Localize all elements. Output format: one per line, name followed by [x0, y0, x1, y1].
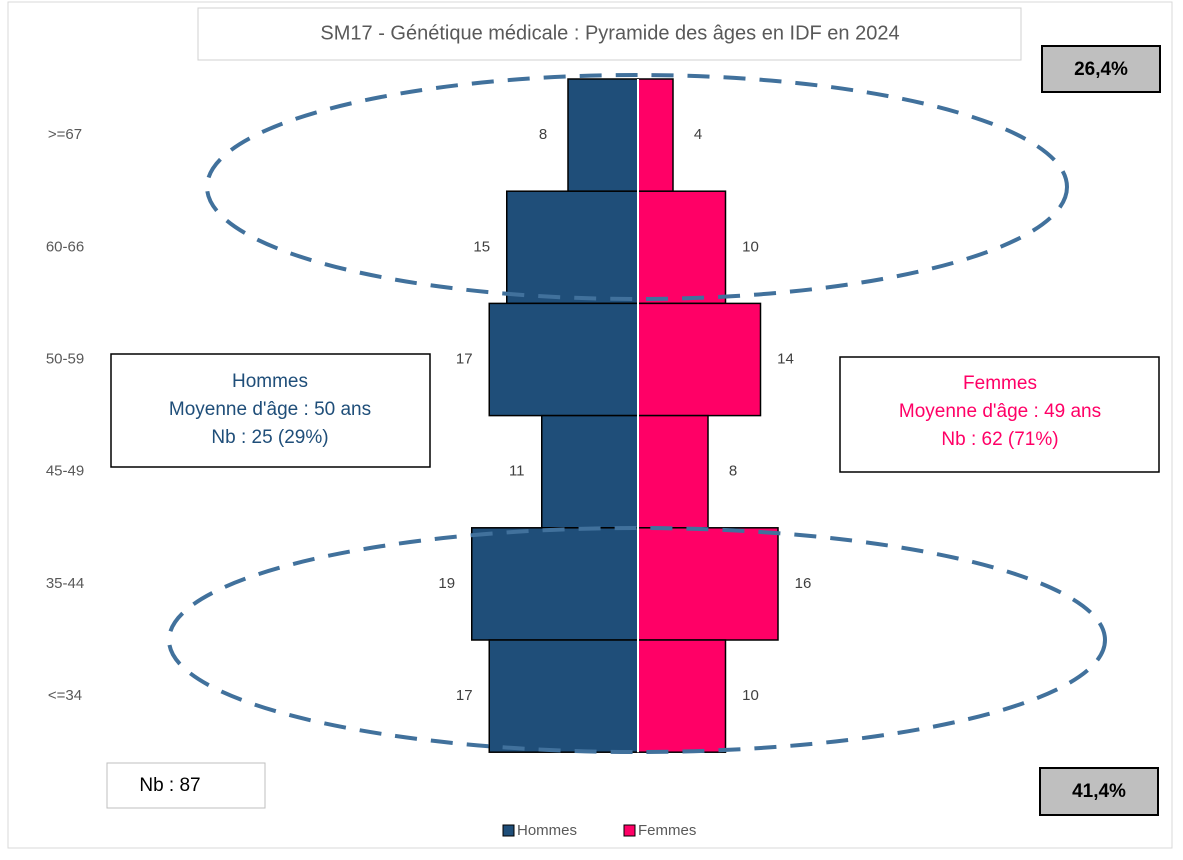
- bar: [541, 414, 639, 529]
- femmes-box: [839, 356, 1160, 473]
- bar: [567, 78, 639, 192]
- value-label: 10: [742, 687, 759, 704]
- share-label: 26,4%: [1074, 59, 1128, 80]
- chart-title: SM17 - Génétique médicale : Pyramide des…: [320, 22, 899, 44]
- box-text: Hommes: [232, 371, 308, 392]
- bar: [506, 190, 639, 305]
- y-tick-label: 45-49: [46, 463, 84, 480]
- hommes-box: [110, 353, 431, 468]
- legend: Hommes Femmes: [502, 822, 696, 839]
- legend-swatch: [623, 824, 636, 837]
- value-label: 8: [729, 463, 737, 480]
- legend-label: Femmes: [638, 822, 696, 839]
- box-text: Moyenne d'âge : 50 ans: [169, 399, 371, 420]
- box-text: Nb : 25 (29%): [211, 427, 328, 448]
- bar: [637, 302, 762, 417]
- value-label: 16: [795, 575, 812, 592]
- share-box: [1041, 45, 1161, 93]
- y-tick-label: <=34: [48, 687, 82, 704]
- bar: [471, 527, 639, 641]
- value-label: 11: [509, 463, 525, 480]
- legend-label: Hommes: [517, 822, 577, 839]
- bar: [488, 302, 639, 417]
- highlight-ellipse: [205, 73, 1069, 301]
- value-label: 8: [539, 126, 547, 143]
- y-tick-label: 50-59: [46, 350, 84, 367]
- bar: [637, 527, 779, 641]
- bars: 8 4 15 10 17 14 11 8 19 16 17 10: [438, 78, 812, 753]
- total-label: Nb : 87: [139, 775, 200, 796]
- value-label: 19: [438, 575, 455, 592]
- highlight-ellipse: [167, 526, 1107, 754]
- y-tick-label: 60-66: [46, 238, 84, 255]
- value-label: 14: [777, 350, 794, 367]
- share-label: 41,4%: [1072, 781, 1126, 802]
- title-box: [197, 7, 1022, 61]
- bar: [637, 78, 674, 192]
- legend-swatch: [502, 824, 515, 837]
- value-label: 4: [694, 126, 702, 143]
- value-label: 17: [456, 687, 473, 704]
- bar: [637, 639, 727, 753]
- box-text: Nb : 62 (71%): [941, 429, 1058, 450]
- box-text: Femmes: [963, 373, 1037, 394]
- value-label: 10: [742, 238, 759, 255]
- value-label: 15: [473, 238, 490, 255]
- total-box: [106, 762, 266, 809]
- y-tick-label: >=67: [48, 126, 82, 143]
- bar: [637, 190, 727, 305]
- value-label: 17: [456, 350, 473, 367]
- bar: [488, 639, 639, 753]
- bar: [637, 414, 709, 529]
- y-tick-label: 35-44: [46, 575, 84, 592]
- box-text: Moyenne d'âge : 49 ans: [899, 401, 1101, 422]
- share-box: [1039, 767, 1159, 816]
